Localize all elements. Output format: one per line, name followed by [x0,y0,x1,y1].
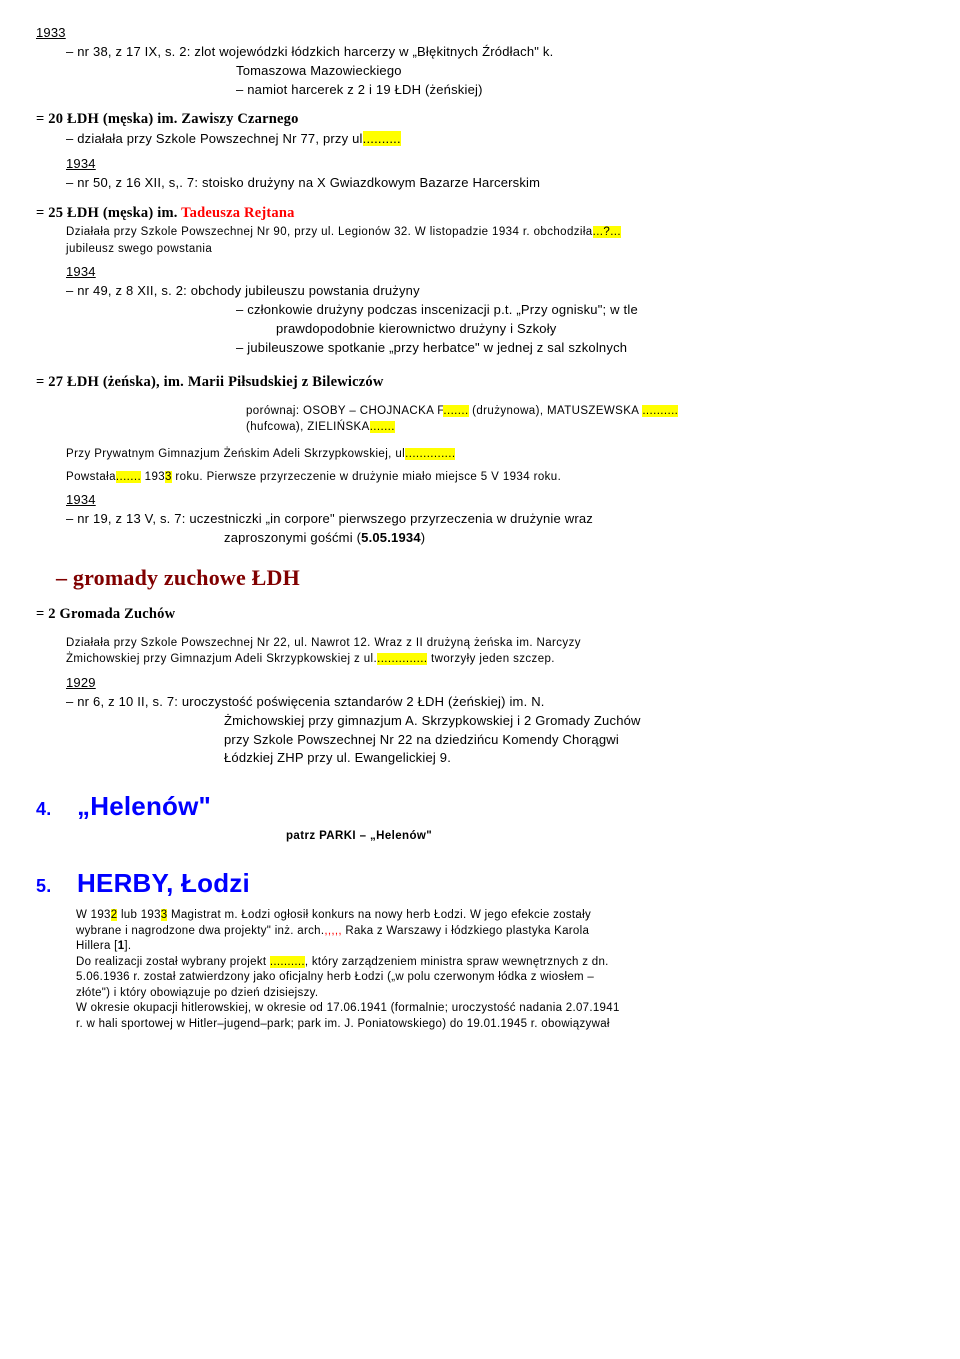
text: (hufcowa), ZIELIŃSKA [246,421,370,433]
sec4-sub: patrz PARKI – „Helenów" [36,828,924,845]
entry-line: – nr 19, z 13 V, s. 7: uczestniczki „in … [36,510,924,529]
text: ) [421,530,426,545]
gz2-year: 1929 [36,674,924,693]
entry-sub-cont: Łódzkiej ZHP przy ul. Ewangelickiej 9. [36,749,924,768]
year-label: 1934 [66,156,96,171]
line: W 1932 lub 1933 Magistrat m. Łodzi ogłos… [76,908,924,924]
ldh20-year: 1934 [36,155,924,174]
ldh20-heading: = 20 ŁDH (męska) im. Zawiszy Czarnego [36,109,924,130]
heading-text: = 25 ŁDH (męska) im. [36,205,181,221]
section-title: HERBY, Łodzi [77,868,250,898]
text: Powstała [66,471,116,483]
ldh27-year: 1934 [36,491,924,510]
year-label: 1934 [66,492,96,507]
entry-sub-cont: prawdopodobnie kierownictwo drużyny i Sz… [36,320,924,339]
year-label: 1929 [66,675,96,690]
text: Raka z Warszawy i łódzkiego plastyka Kar… [342,925,589,937]
gz2-para: Działała przy Szkole Powszechnej Nr 22, … [36,635,924,652]
line: wybrane i nagrodzone dwa projekty" inż. … [76,924,924,940]
entry-sub-cont: przy Szkole Powszechnej Nr 22 na dziedzi… [36,731,924,750]
entry-sub-cont: Żmichowskiej przy gimnazjum A. Skrzypkow… [36,712,924,731]
ldh27-p2: Powstała....... 1933 roku. Pierwsze przy… [66,469,924,486]
line: r. w hali sportowej w Hitler–jugend–park… [76,1017,924,1033]
placeholder-dots: ...?... [593,226,621,238]
section-number: 5. [36,876,51,896]
year-label: 1933 [36,25,66,40]
placeholder-dots: .............. [377,653,427,665]
text: porównaj: OSOBY – CHOJNACKA F [246,405,443,417]
gz2-heading: = 2 Gromada Zuchów [36,604,924,625]
placeholder-dots: ....... [116,471,141,483]
entry-sub: – namiot harcerek z 2 i 19 ŁDH (żeńskiej… [36,81,924,100]
date-bold: 5.05.1934 [361,530,421,545]
entry-line: – nr 38, z 17 IX, s. 2: zlot wojewódzki … [36,43,924,62]
entry-sub: – członkowie drużyny podczas inscenizacj… [36,301,924,320]
text: zaproszonymi gośćmi ( [224,530,361,545]
ldh20-line: – działała przy Szkole Powszechnej Nr 77… [36,130,924,149]
compare-line: porównaj: OSOBY – CHOJNACKA F....... (dr… [36,403,924,420]
section-5: 5. HERBY, Łodzi [36,865,924,903]
gromady-heading: – gromady zuchowe ŁDH [36,562,924,594]
placeholder-dots: ....... [370,421,395,433]
hl-digit: 3 [165,471,172,483]
text: lub 193 [117,909,160,921]
heading-text: = 20 ŁDH (męska) im. Zawiszy Czarnego [36,111,299,127]
placeholder-dots: ....... [443,405,468,417]
ldh25-para: jubileusz swego powstania [66,241,924,258]
text: Do realizacji został wybrany projekt [76,956,270,968]
section-title: „Helenów" [77,791,211,821]
ldh27-p1: Przy Prywatnym Gimnazjum Żeńskim Adeli S… [66,446,924,463]
section-4: 4. „Helenów" [36,788,924,826]
text: Działała przy Szkole Powszechnej Nr 90, … [66,226,593,238]
text: Działała przy Szkole Powszechnej Nr 22, … [66,637,581,649]
year-1933-block: 1933 – nr 38, z 17 IX, s. 2: zlot wojewó… [36,24,924,99]
entry-line: – nr 6, z 10 II, s. 7: uroczystość poświ… [36,693,924,712]
ldh25-year: 1934 [36,263,924,282]
text: Magistrat m. Łodzi ogłosił konkurs na no… [167,909,591,921]
entry-line: – nr 49, z 8 XII, s. 2: obchody jubileus… [36,282,924,301]
ldh25-heading: = 25 ŁDH (męska) im. Tadeusza Rejtana [36,203,924,224]
ldh25-para: Działała przy Szkole Powszechnej Nr 90, … [66,224,924,241]
placeholder-dots: .......... [270,956,305,968]
red-commas: ,,,,, [324,925,341,937]
text: , który zarządzeniem ministra spraw wewn… [305,956,609,968]
ldh27-heading: = 27 ŁDH (żeńska), im. Marii Piłsudskiej… [36,372,924,393]
line: W okresie okupacji hitlerowskiej, w okre… [76,1001,924,1017]
entry-sub: Tomaszowa Mazowieckiego [36,62,924,81]
text: – działała przy Szkole Powszechnej Nr 77… [66,131,363,146]
text: (drużynowa), MATUSZEWSKA [469,405,643,417]
text: Hillera [ [76,940,118,952]
heading-red: Tadeusza Rejtana [181,205,294,221]
text: Przy Prywatnym Gimnazjum Żeńskim Adeli S… [66,448,405,460]
entry-sub-cont: zaproszonymi gośćmi (5.05.1934) [36,529,924,548]
entry-sub: – jubileuszowe spotkanie „przy herbatce"… [36,339,924,358]
entry-line: – nr 50, z 16 XII, s,. 7: stoisko drużyn… [36,174,924,193]
line: Do realizacji został wybrany projekt ...… [76,955,924,971]
sec5-body: W 1932 lub 1933 Magistrat m. Łodzi ogłos… [76,908,924,1032]
text: tworzyły jeden szczep. [427,653,554,665]
line: 5.06.1936 r. został zatwierdzony jako of… [76,970,924,986]
compare-line: (hufcowa), ZIELIŃSKA....... [36,419,924,436]
text: 193 [141,471,165,483]
section-number: 4. [36,799,51,819]
gz2-para: Żmichowskiej przy Gimnazjum Adeli Skrzyp… [36,651,924,668]
text: W 193 [76,909,111,921]
placeholder-dots: .......... [642,405,678,417]
text: Żmichowskiej przy Gimnazjum Adeli Skrzyp… [66,653,377,665]
line: złóte") i który obowiązuje po dzień dzis… [76,986,924,1002]
placeholder-dots: .......... [363,131,401,146]
placeholder-dots: .............. [405,448,455,460]
text: ]. [124,940,131,952]
text: wybrane i nagrodzone dwa projekty" inż. … [76,925,324,937]
year-label: 1934 [66,264,96,279]
line: Hillera [1]. [76,939,924,955]
text: roku. Pierwsze przyrzeczenie w drużynie … [172,471,561,483]
